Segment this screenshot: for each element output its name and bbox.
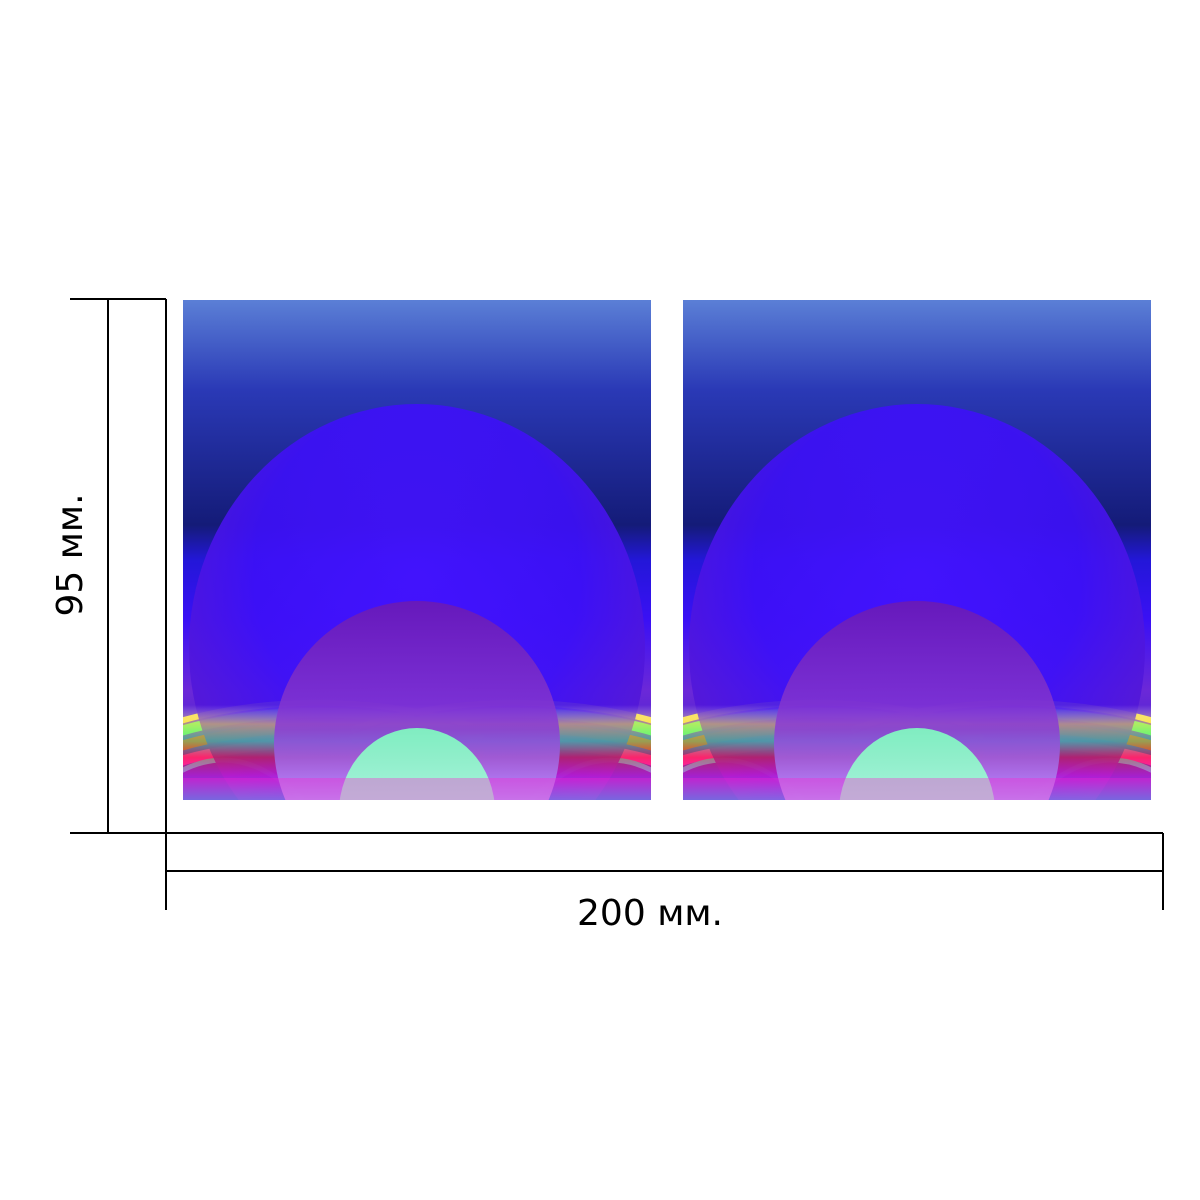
width-label: 200 мм. — [577, 893, 723, 934]
height-label: 95 мм. — [50, 493, 91, 616]
right-panel — [563, 300, 1200, 896]
left-panel — [63, 300, 771, 896]
height-dimension: 95 мм. — [50, 298, 167, 834]
width-dimension: 200 мм. — [165, 832, 1164, 934]
